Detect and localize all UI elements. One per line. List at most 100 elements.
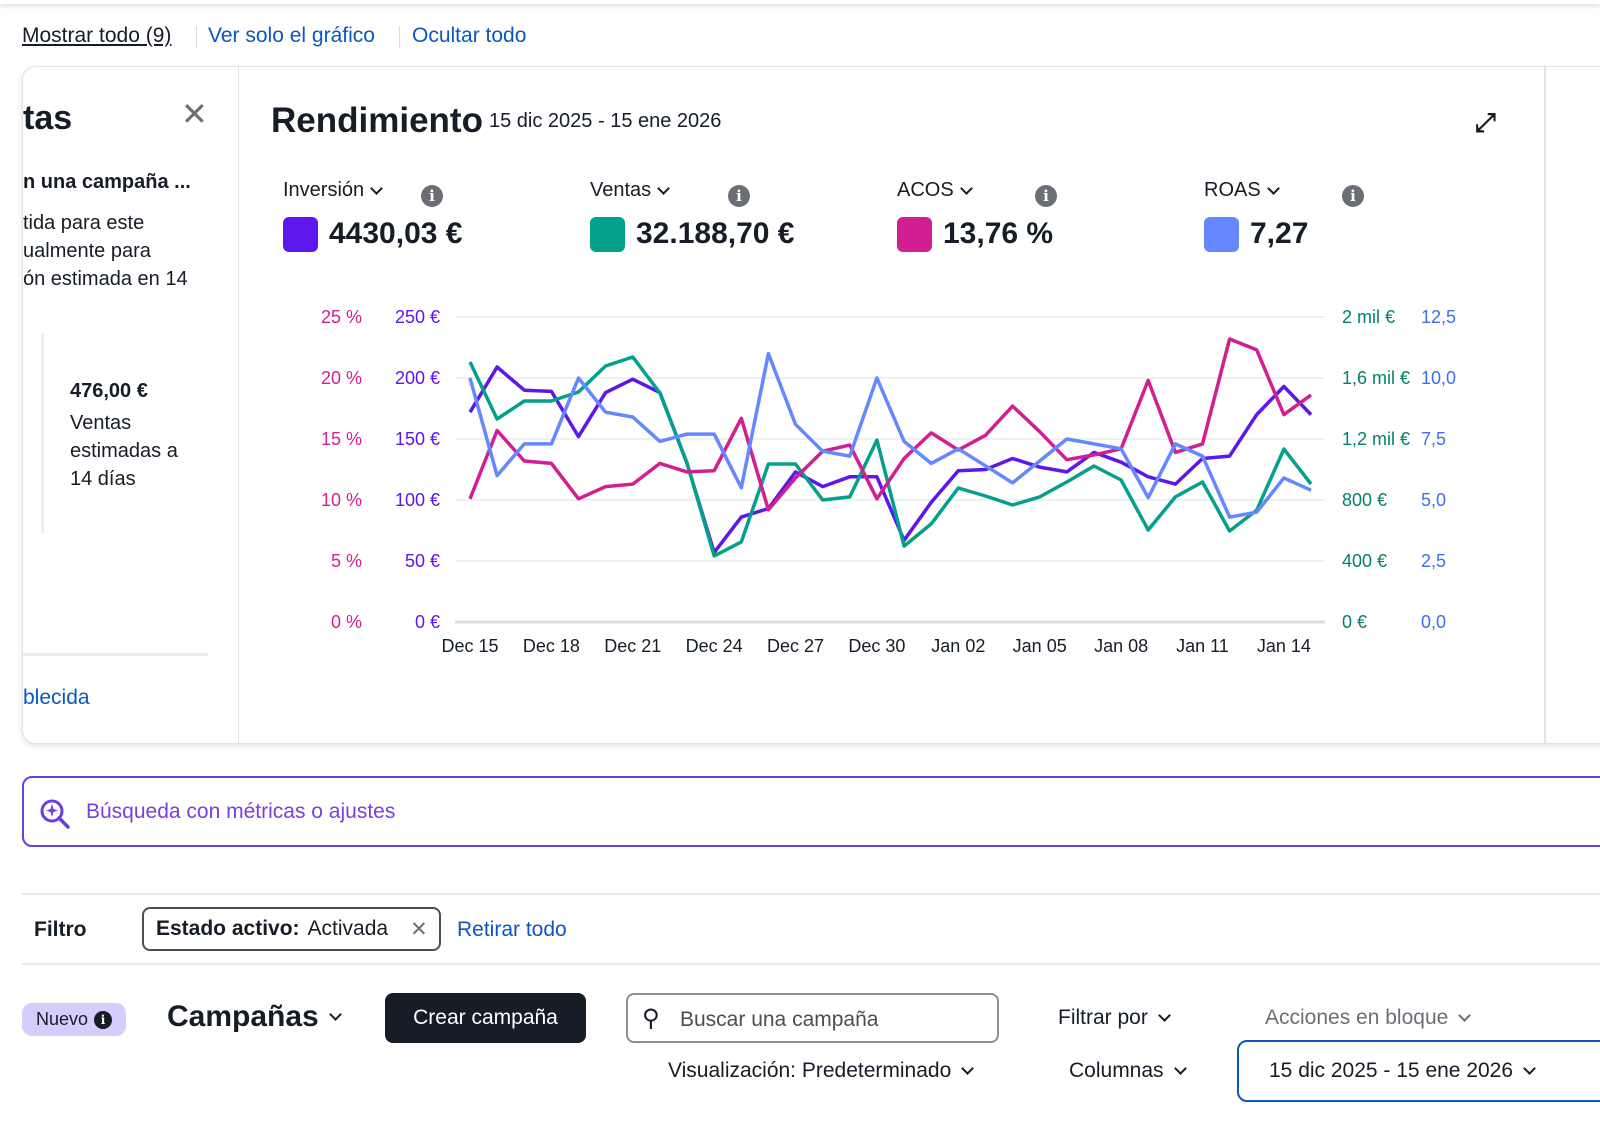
panel-subtitle: n una campaña ... xyxy=(23,171,191,193)
close-icon[interactable]: ✕ xyxy=(181,96,208,132)
x-tick-label: Jan 05 xyxy=(1013,636,1067,656)
new-badge-label: Nuevo xyxy=(35,1009,89,1029)
x-tick-label: Dec 24 xyxy=(686,636,743,656)
info-icon[interactable]: i xyxy=(728,185,750,207)
filter-chip-value: Activada xyxy=(307,917,389,940)
recommendation-panel: tas ✕ n una campaña ... tida para este u… xyxy=(23,67,239,743)
remove-filter-icon[interactable]: ✕ xyxy=(410,917,428,941)
amount-desc: 14 días xyxy=(70,468,136,490)
hide-all-link[interactable]: Ocultar todo xyxy=(412,24,527,47)
y-tick-label: 2 mil € xyxy=(1342,307,1395,327)
new-badge: Nuevo i xyxy=(22,1003,126,1036)
metric-label: Ventas xyxy=(590,179,652,201)
y-tick-label: 1,2 mil € xyxy=(1342,429,1410,449)
campaign-search-input[interactable]: ⚲ Buscar una campaña xyxy=(626,993,999,1043)
performance-card: tas ✕ n una campaña ... tida para este u… xyxy=(22,66,1600,744)
metric-label: ACOS xyxy=(897,179,954,201)
metric-selector[interactable]: ROAS xyxy=(1204,179,1280,202)
x-tick-label: Jan 11 xyxy=(1176,636,1229,656)
y-tick-label: 200 € xyxy=(395,368,440,388)
divider xyxy=(196,26,197,48)
date-range-picker[interactable]: 15 dic 2025 - 15 ene 2026 xyxy=(1237,1040,1600,1102)
y-tick-label: 15 % xyxy=(321,429,362,449)
metric-value: 7,27 xyxy=(1250,217,1309,250)
ai-search-icon xyxy=(40,799,70,829)
metric-color-swatch[interactable] xyxy=(283,217,318,252)
metric-selector[interactable]: Ventas xyxy=(590,179,671,202)
performance-title: Rendimiento xyxy=(271,101,483,140)
y-tick-label: 400 € xyxy=(1342,551,1387,571)
date-range-label: 15 dic 2025 - 15 ene 2026 xyxy=(1269,1059,1514,1082)
panel-link[interactable]: blecida xyxy=(23,686,90,709)
chevron-down-icon xyxy=(1157,1009,1171,1022)
y-tick-label: 800 € xyxy=(1342,490,1387,510)
x-tick-label: Dec 18 xyxy=(523,636,580,656)
y-tick-label: 250 € xyxy=(395,307,440,327)
expand-icon[interactable]: ⤢ xyxy=(1475,107,1496,137)
view-label: Visualización: Predeterminado xyxy=(668,1059,952,1082)
info-icon[interactable]: i xyxy=(1342,185,1364,207)
info-icon[interactable]: i xyxy=(1035,185,1057,207)
metric-color-swatch[interactable] xyxy=(1204,217,1239,252)
columns-dropdown[interactable]: Columnas xyxy=(1069,1059,1187,1083)
metrics-search-input[interactable]: Búsqueda con métricas o ajustes xyxy=(86,800,396,823)
chevron-down-icon xyxy=(1458,1009,1472,1022)
y-tick-label: 0 € xyxy=(1342,612,1367,632)
campaign-search-placeholder: Buscar una campaña xyxy=(680,1008,879,1031)
chevron-down-icon xyxy=(961,1062,975,1075)
y-tick-label: 150 € xyxy=(395,429,440,449)
filter-label: Filtro xyxy=(34,918,87,941)
chevron-down-icon xyxy=(1173,1062,1187,1075)
filter-chip-key: Estado activo: xyxy=(156,917,300,940)
divider xyxy=(22,893,1600,895)
info-icon[interactable]: i xyxy=(94,1010,113,1029)
series-line-roas xyxy=(468,351,1312,519)
y-tick-label: 12,5 xyxy=(1421,307,1456,327)
divider xyxy=(1544,67,1546,743)
chart-only-link[interactable]: Ver solo el gráfico xyxy=(208,24,375,47)
panel-text: ón estimada en 14 xyxy=(23,268,188,290)
bulk-actions-dropdown[interactable]: Acciones en bloque xyxy=(1265,1006,1472,1030)
series-line-ventas xyxy=(468,355,1313,558)
x-tick-label: Dec 27 xyxy=(767,636,824,656)
panel-text: ualmente para xyxy=(23,240,151,262)
y-tick-label: 1,6 mil € xyxy=(1342,368,1410,388)
y-tick-label: 10,0 xyxy=(1421,368,1456,388)
divider xyxy=(23,653,208,656)
metric-selector[interactable]: Inversión xyxy=(283,179,384,202)
create-campaign-button[interactable]: Crear campaña xyxy=(385,993,586,1043)
performance-date-range: 15 dic 2025 - 15 ene 2026 xyxy=(489,110,722,132)
y-tick-label: 50 € xyxy=(405,551,440,571)
x-tick-label: Dec 21 xyxy=(604,636,661,656)
metric-label: Inversión xyxy=(283,179,365,201)
y-tick-label: 10 % xyxy=(321,490,362,510)
y-tick-label: 2,5 xyxy=(1421,551,1446,571)
x-tick-label: Dec 30 xyxy=(848,636,905,656)
x-tick-label: Jan 14 xyxy=(1257,636,1311,656)
view-dropdown[interactable]: Visualización: Predeterminado xyxy=(668,1059,975,1083)
y-tick-label: 100 € xyxy=(395,490,440,510)
clear-all-link[interactable]: Retirar todo xyxy=(457,918,567,941)
campaigns-dropdown[interactable]: Campañas xyxy=(167,1000,342,1034)
info-icon[interactable]: i xyxy=(421,185,443,207)
divider xyxy=(399,26,400,48)
metrics-search-bar[interactable]: Búsqueda con métricas o ajustes xyxy=(22,776,1600,847)
filter-by-dropdown[interactable]: Filtrar por xyxy=(1058,1006,1171,1030)
chevron-down-icon xyxy=(328,1008,342,1021)
y-tick-label: 25 % xyxy=(321,307,362,327)
panel-text: tida para este xyxy=(23,212,145,234)
x-tick-label: Jan 08 xyxy=(1094,636,1148,656)
y-tick-label: 5,0 xyxy=(1421,490,1446,510)
metric-color-swatch[interactable] xyxy=(897,217,932,252)
metric-value: 32.188,70 € xyxy=(636,217,795,250)
amount-desc: Ventas xyxy=(70,412,132,434)
y-tick-label: 0 % xyxy=(331,612,362,632)
filter-chip[interactable]: Estado activo: Activada ✕ xyxy=(142,907,441,951)
divider xyxy=(41,333,44,533)
x-tick-label: Jan 02 xyxy=(931,636,985,656)
divider xyxy=(22,963,1600,965)
metric-color-swatch[interactable] xyxy=(590,217,625,252)
metric-selector[interactable]: ACOS xyxy=(897,179,973,202)
y-tick-label: 5 % xyxy=(331,551,362,571)
show-all-link[interactable]: Mostrar todo (9) xyxy=(22,24,172,47)
